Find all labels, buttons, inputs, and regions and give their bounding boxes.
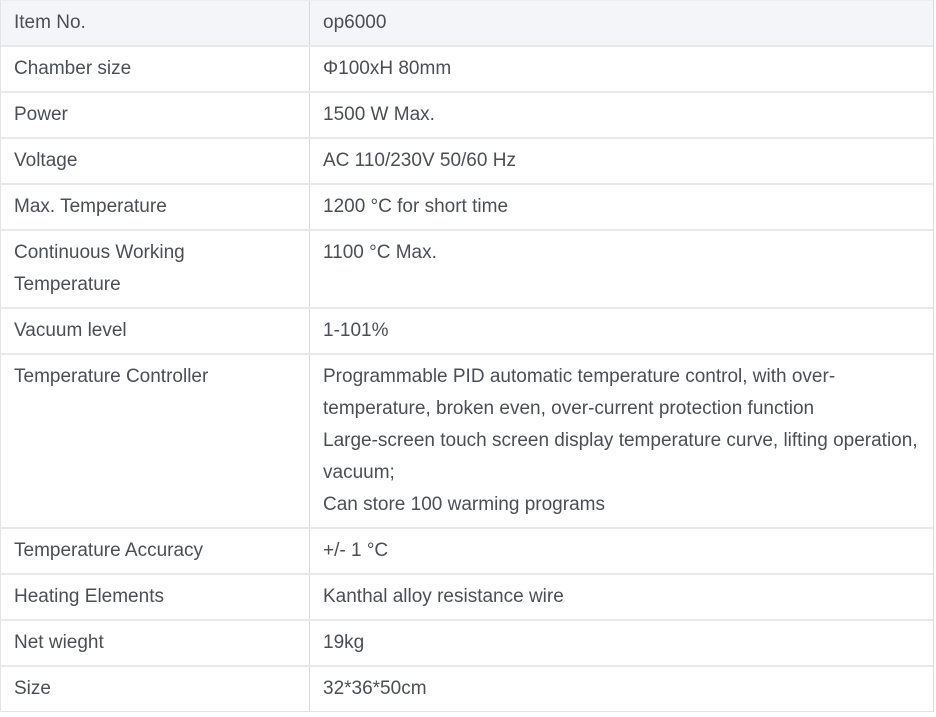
table-row: Item No. op6000 — [1, 1, 933, 47]
spec-label-temperature-controller: Temperature Controller — [1, 355, 310, 527]
table-row: Max. Temperature 1200 °C for short time — [1, 185, 933, 231]
spec-value-heating-elements: Kanthal alloy resistance wire — [323, 586, 564, 607]
table-row: Temperature Accuracy +/- 1 °C — [1, 529, 933, 575]
table-row: Power 1500 W Max. — [1, 93, 933, 139]
spec-label-vacuum-level: Vacuum level — [1, 309, 310, 353]
spec-label-heating-elements: Heating Elements — [1, 575, 310, 619]
spec-value-chamber-size: Φ100xH 80mm — [323, 58, 452, 79]
spec-value-power: 1500 W Max. — [323, 104, 435, 125]
table-row: Size 32*36*50cm — [1, 667, 933, 712]
table-row: Heating Elements Kanthal alloy resistanc… — [1, 575, 933, 621]
table-row: Temperature Controller Programmable PID … — [1, 355, 933, 529]
table-row: Vacuum level 1-101% — [1, 309, 933, 355]
spec-value-item-no: op6000 — [323, 12, 387, 33]
spec-label-size: Size — [1, 667, 310, 711]
spec-value-temperature-controller: Programmable PID automatic temperature c… — [323, 366, 918, 515]
spec-value-temperature-accuracy: +/- 1 °C — [323, 540, 389, 561]
table-row: Chamber size Φ100xH 80mm — [1, 47, 933, 93]
spec-label-temperature-accuracy: Temperature Accuracy — [1, 529, 310, 573]
spec-label-power: Power — [1, 93, 310, 137]
spec-value-vacuum-level: 1-101% — [323, 320, 389, 341]
spec-value-net-weight: 19kg — [323, 632, 365, 653]
spec-label-net-weight: Net wieght — [1, 621, 310, 665]
spec-value-voltage: AC 110/230V 50/60 Hz — [323, 150, 516, 171]
spec-label-item-no: Item No. — [1, 1, 310, 45]
table-row: Continuous Working Temperature 1100 °C M… — [1, 231, 933, 309]
spec-label-max-temperature: Max. Temperature — [1, 185, 310, 229]
spec-label-continuous-working-temperature: Continuous Working Temperature — [1, 231, 310, 307]
spec-label-voltage: Voltage — [1, 139, 310, 183]
spec-value-size: 32*36*50cm — [323, 678, 427, 699]
table-row: Net wieght 19kg — [1, 621, 933, 667]
table-row: Voltage AC 110/230V 50/60 Hz — [1, 139, 933, 185]
spec-label-chamber-size: Chamber size — [1, 47, 310, 91]
spec-value-continuous-working-temperature: 1100 °C Max. — [323, 242, 437, 263]
spec-value-max-temperature: 1200 °C for short time — [323, 196, 509, 217]
